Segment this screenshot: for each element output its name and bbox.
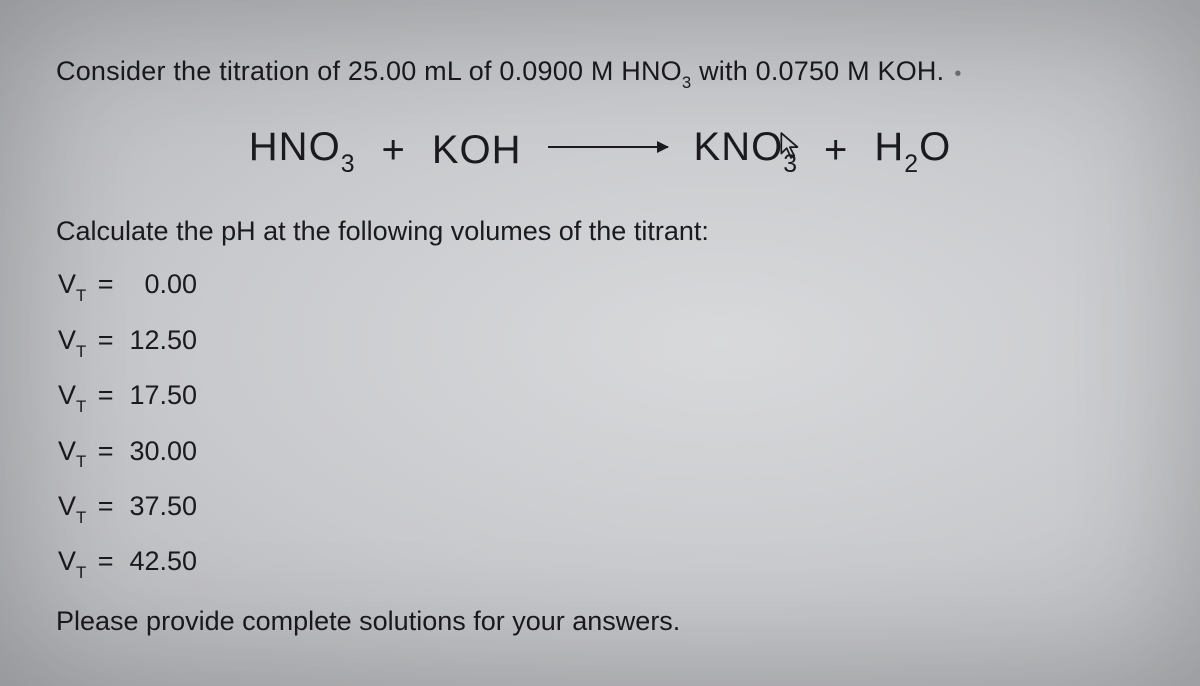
vt-value: 42.50: [127, 546, 197, 577]
vt-value: 37.50: [127, 491, 197, 522]
reactant-1-pre: HNO: [249, 125, 341, 169]
vt-label: VT: [58, 436, 86, 471]
reactant-1: HNO3: [249, 125, 356, 176]
vt-equals: =: [90, 325, 121, 355]
vt-label: VT: [58, 380, 86, 415]
vt-label: VT: [58, 546, 86, 581]
vt-label-sub: T: [76, 452, 86, 471]
vt-label-sub: T: [76, 397, 86, 416]
vt-equals: =: [90, 436, 121, 466]
product-2-pre: H: [874, 125, 904, 169]
reactant-1-sub: 3: [341, 151, 356, 178]
product-2: H2O: [874, 125, 951, 176]
vt-value: 30.00: [127, 436, 197, 467]
intro-species1-pre: HNO: [614, 56, 682, 86]
vt-label: VT: [58, 269, 86, 304]
vt-row: VT = 42.50: [58, 546, 1144, 581]
vt-label: VT: [58, 491, 86, 526]
vt-row: VT = 37.50: [58, 491, 1144, 526]
product-2-sub: 2: [904, 151, 919, 178]
vt-value: 17.50: [127, 380, 197, 411]
vt-label-main: V: [58, 436, 76, 466]
product-2-post: O: [919, 125, 951, 169]
subheading: Calculate the pH at the following volume…: [56, 216, 1144, 247]
closing-sentence: Please provide complete solutions for yo…: [56, 606, 1144, 637]
intro-of1: of: [461, 56, 499, 86]
vt-equals: =: [90, 380, 121, 410]
vt-equals: =: [90, 491, 121, 521]
vt-equals: =: [90, 546, 121, 576]
reactant-2: KOH: [432, 128, 522, 173]
vt-label-main: V: [58, 269, 76, 299]
problem-page: Consider the titration of 25.00 mL of 0.…: [0, 0, 1200, 686]
vt-list: VT = 0.00VT = 12.50VT = 17.50VT = 30.00V…: [58, 269, 1144, 581]
vt-label-main: V: [58, 325, 76, 355]
vt-equals: =: [90, 269, 121, 299]
vt-label-main: V: [58, 491, 76, 521]
vt-value: 12.50: [127, 325, 197, 356]
vt-label-main: V: [58, 546, 76, 576]
vt-label-sub: T: [76, 342, 86, 361]
plus-1: +: [381, 128, 405, 173]
intro-with: with: [691, 56, 755, 86]
reaction-arrow-icon: [548, 146, 668, 148]
intro-species2: KOH.: [870, 56, 945, 86]
product-1-sub: 3: [783, 151, 798, 178]
intro-sentence: Consider the titration of 25.00 mL of 0.…: [56, 56, 1144, 91]
intro-prefix: Consider the titration of: [56, 56, 348, 86]
vt-label-main: V: [58, 380, 76, 410]
vt-label: VT: [58, 325, 86, 360]
vt-label-sub: T: [76, 508, 86, 527]
product-1-pre: KNO: [694, 125, 784, 169]
vt-row: VT = 0.00: [58, 269, 1144, 304]
vt-label-sub: T: [76, 563, 86, 582]
vt-value: 0.00: [127, 269, 197, 300]
product-1: KNO3: [694, 125, 798, 176]
vt-row: VT = 17.50: [58, 380, 1144, 415]
vt-row: VT = 12.50: [58, 325, 1144, 360]
intro-conc2: 0.0750 M: [756, 56, 870, 86]
trailing-dots: •: [954, 63, 963, 85]
vt-row: VT = 30.00: [58, 436, 1144, 471]
plus-2: +: [824, 128, 848, 173]
vt-label-sub: T: [76, 286, 86, 305]
chemical-equation: HNO3 + KOH KNO3 + H2O: [56, 125, 1144, 176]
intro-volume: 25.00 mL: [348, 56, 461, 86]
intro-species1-sub: 3: [682, 73, 692, 92]
intro-conc1: 0.0900 M: [499, 56, 613, 86]
